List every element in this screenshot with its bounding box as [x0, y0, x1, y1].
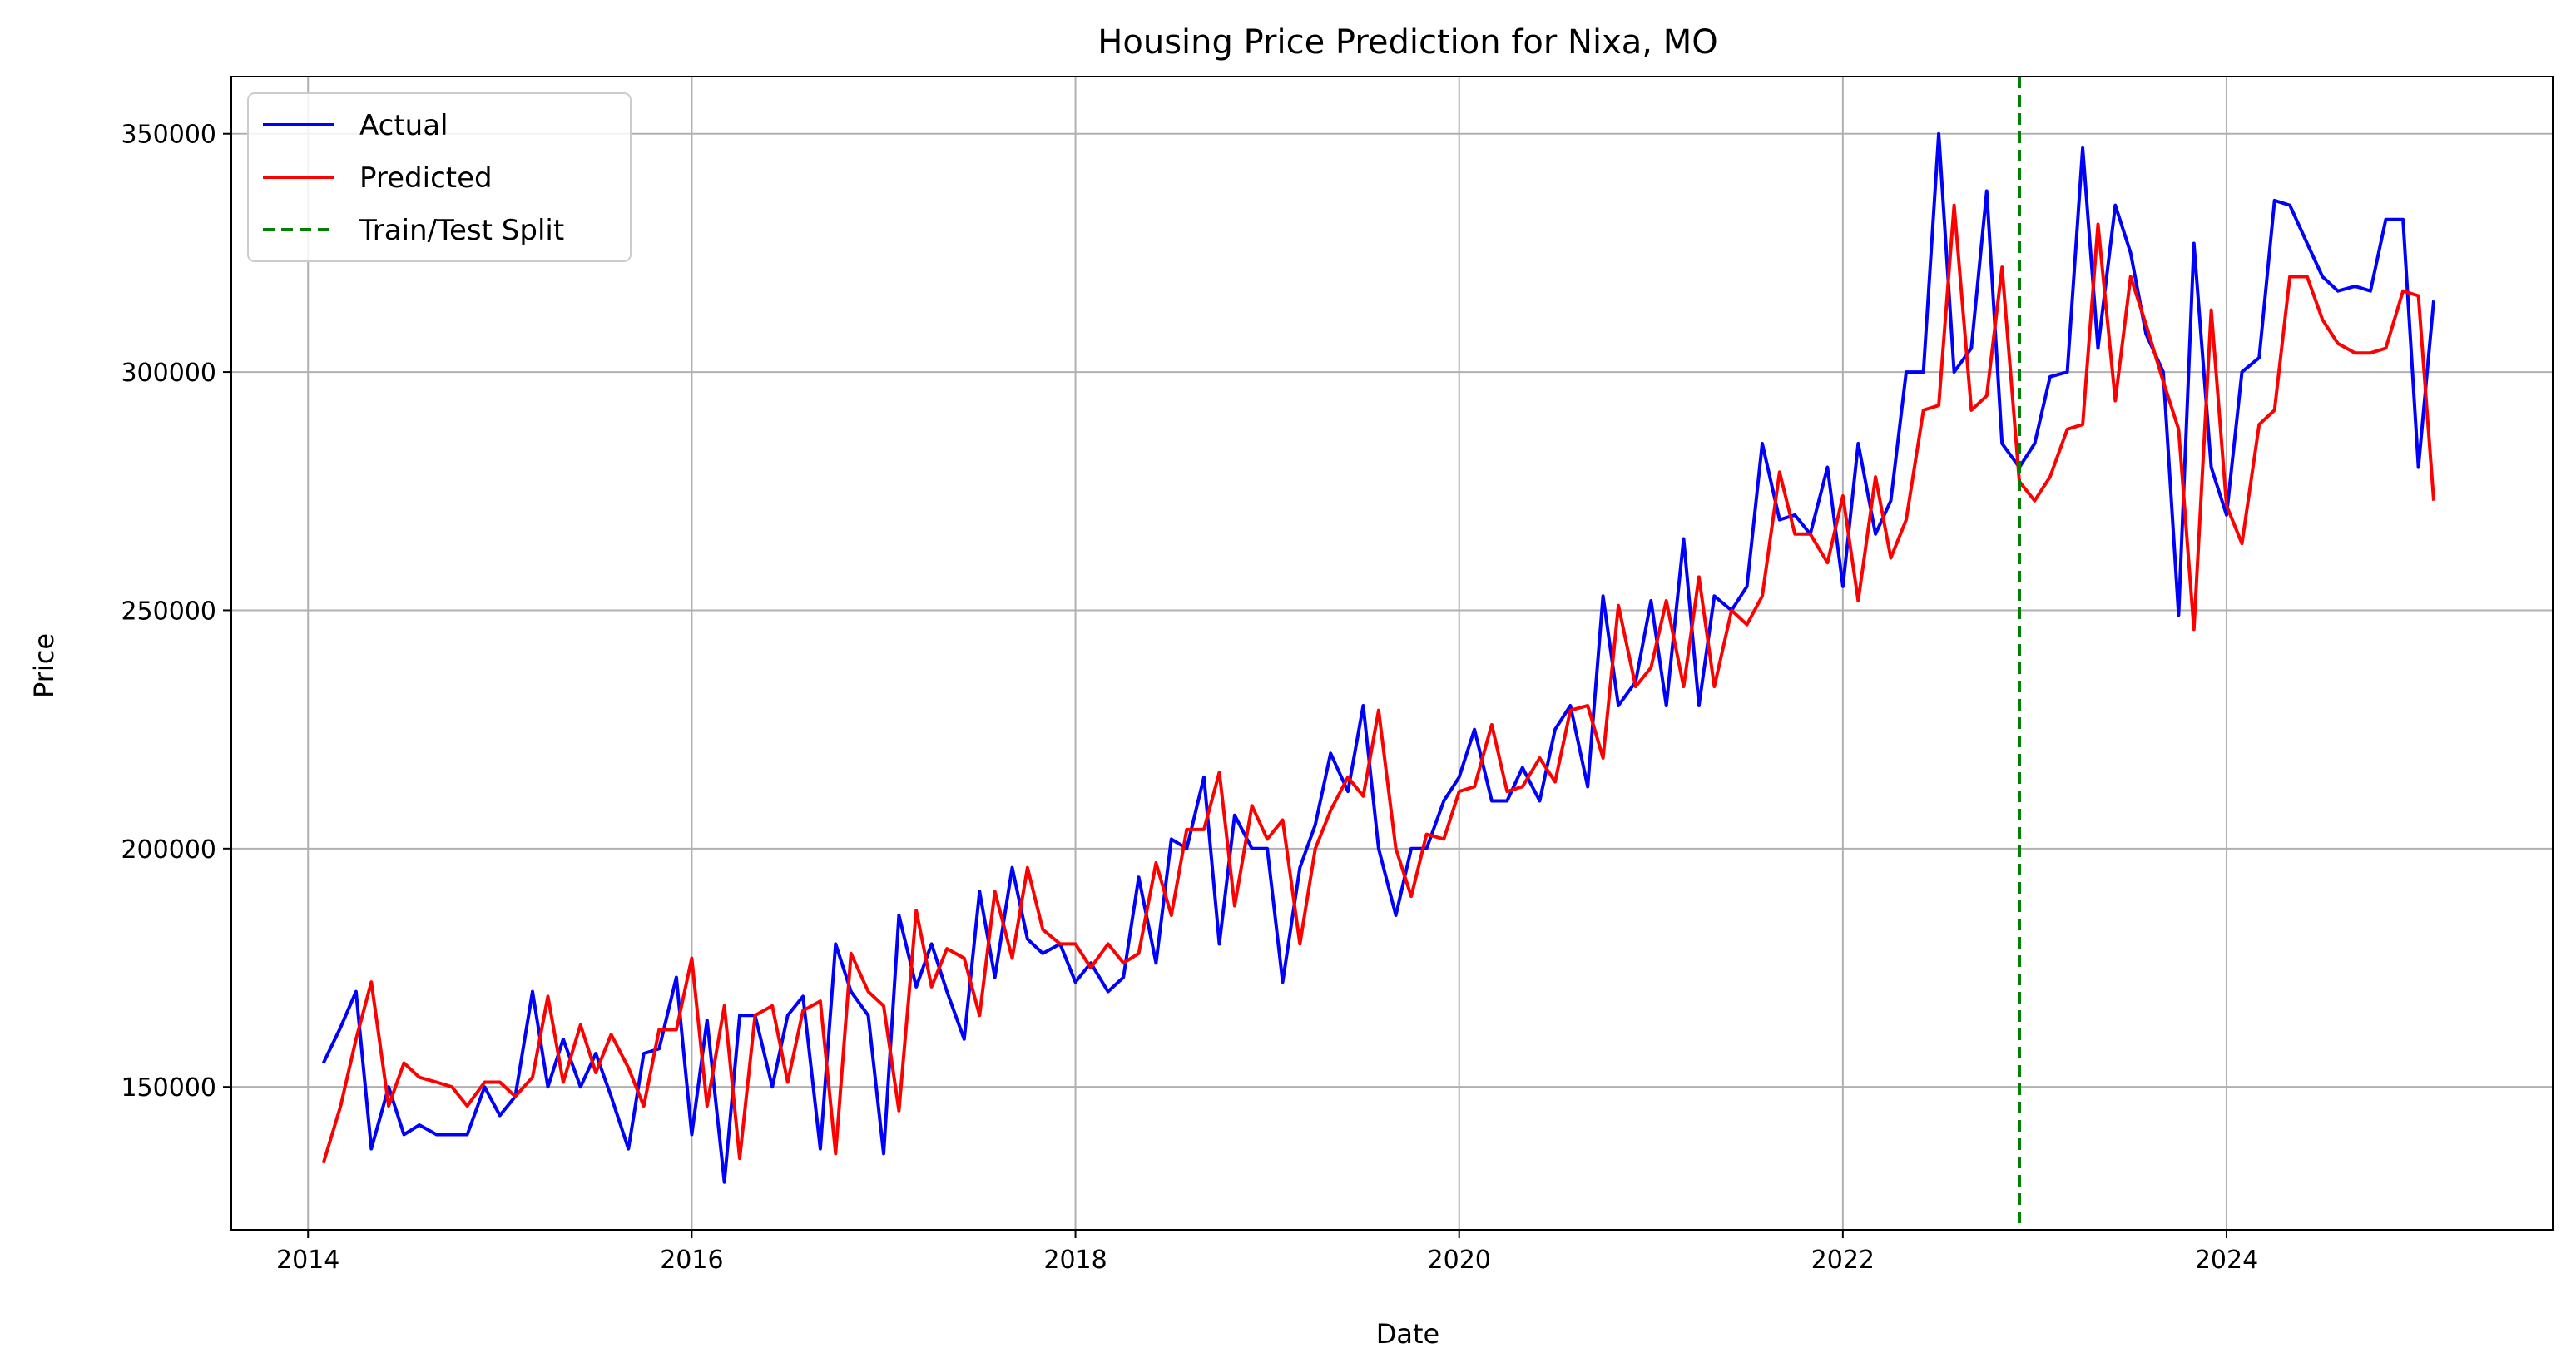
x-tick-label: 2016 [660, 1246, 723, 1275]
chart-title: Housing Price Prediction for Nixa, MO [1097, 23, 1717, 62]
plot-frame [230, 76, 2554, 1231]
series-line-actual [321, 131, 2435, 1184]
legend: Actual Predicted Train/Test Split [247, 92, 632, 262]
y-tick-label: 250000 [121, 597, 216, 626]
legend-box [247, 92, 632, 262]
y-tick-label: 200000 [121, 835, 216, 865]
y-axis-ticks: 150000 200000 250000 300000 350000 [121, 121, 231, 1103]
x-axis-ticks: 2014 2016 2018 2020 2022 2024 [276, 1230, 2258, 1275]
y-tick-label: 150000 [121, 1073, 216, 1103]
x-tick-label: 2014 [276, 1246, 339, 1275]
y-tick-label: 300000 [121, 359, 216, 388]
y-tick-label: 350000 [121, 121, 216, 150]
x-tick-label: 2020 [1428, 1246, 1491, 1275]
legend-label-split: Train/Test Split [359, 214, 564, 247]
x-tick-label: 2024 [2195, 1246, 2258, 1275]
legend-label-predicted: Predicted [359, 161, 493, 195]
series-line-predicted [321, 203, 2435, 1164]
legend-label-actual: Actual [359, 109, 448, 142]
series-layer [321, 77, 2435, 1230]
y-axis-title: Price [28, 633, 60, 698]
x-axis-title: Date [1376, 1318, 1439, 1350]
x-tick-label: 2022 [1811, 1246, 1875, 1275]
grid-layer [231, 77, 2553, 1230]
x-tick-label: 2018 [1043, 1246, 1107, 1275]
